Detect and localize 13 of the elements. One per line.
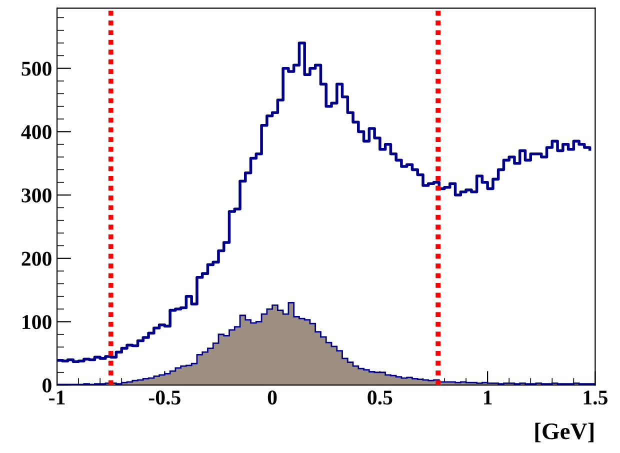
y-tick-label: 400 [21,125,52,140]
y-tick-label: 300 [22,188,52,202]
x-tick-label: -0.5 [148,390,180,405]
x-tick-label: 0.5 [368,390,392,405]
y-tick-label: 100 [22,315,52,330]
x-tick-label: 1.5 [584,390,608,405]
y-tick-label: 0 [42,378,52,392]
y-tick-label: 200 [22,252,52,266]
x-tick-label: 0 [268,390,277,405]
x-tick-label: 1 [484,390,492,404]
x-axis-title: [GeV] [535,422,594,442]
x-tick-label: -1 [49,390,65,404]
y-tick-label: 500 [22,62,52,76]
